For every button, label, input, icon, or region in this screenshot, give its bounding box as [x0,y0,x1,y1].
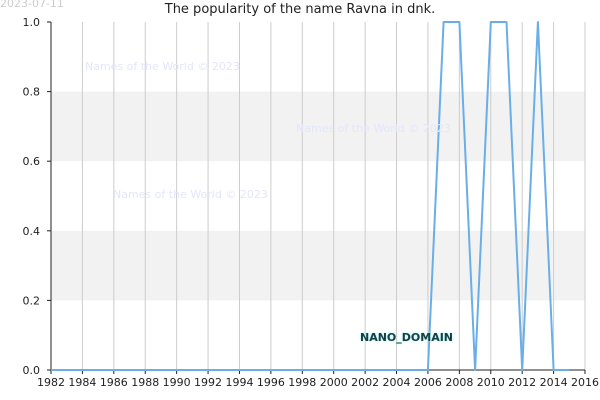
y-tick-label: 0.2 [23,294,41,307]
x-tick-label: 1988 [131,376,159,389]
x-tick-label: 2016 [571,376,599,389]
background-bands [51,91,585,301]
date-stamp: 2023-07-11 [0,0,64,10]
x-tick-label: 1986 [100,376,128,389]
x-tick-label: 1992 [194,376,222,389]
x-tick-label: 1990 [163,376,191,389]
chart-title: The popularity of the name Ravna in dnk. [164,2,436,17]
y-tick-label: 0.8 [23,86,41,99]
x-tick-label: 1994 [225,376,253,389]
x-tick-label: 2002 [351,376,379,389]
nano-domain-badge: NANO_DOMAIN [360,331,454,344]
watermark: Names of the World © 2023 [113,188,268,201]
series-lines [51,21,570,371]
x-tick-label: 2008 [445,376,473,389]
x-tick-label: 2014 [540,376,568,389]
x-tick-label: 1984 [68,376,96,389]
x-tick-label: 1982 [37,376,65,389]
y-tick-label: 0.0 [23,364,41,377]
x-tick-label: 2000 [320,376,348,389]
vertical-gridlines [50,22,586,374]
watermark: Names of the World © 2023 [296,122,451,135]
x-tick-label: 1998 [288,376,316,389]
y-tick-label: 1.0 [23,16,41,29]
y-tick-labels: 0.0 0.2 0.4 0.6 0.8 1.0 [23,16,51,377]
background-band [51,91,585,162]
x-tick-label: 2004 [383,376,411,389]
y-tick-label: 0.6 [23,155,41,168]
y-tick-label: 0.4 [23,225,41,238]
x-tick-label: 1996 [257,376,285,389]
watermark: Names of the World © 2023 [85,60,240,73]
x-tick-labels: 1982 1984 1986 1988 1990 1992 1994 1996 1998 2000… [37,376,599,389]
x-tick-label: 2006 [414,376,442,389]
x-tick-label: 2010 [477,376,505,389]
x-tick-label: 2012 [508,376,536,389]
background-band [51,230,585,301]
series-line [51,21,570,371]
